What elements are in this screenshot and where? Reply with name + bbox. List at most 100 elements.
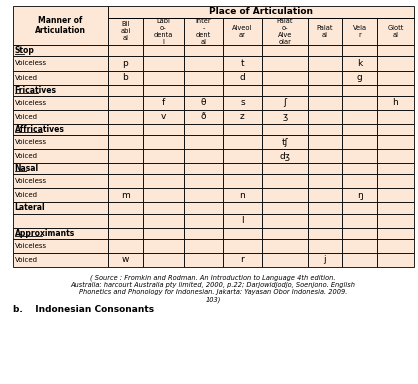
Bar: [184, 71, 223, 84]
Bar: [262, 228, 308, 239]
Bar: [184, 163, 223, 174]
Bar: [342, 239, 377, 253]
Bar: [262, 45, 308, 56]
Bar: [108, 135, 143, 149]
Bar: [262, 96, 308, 110]
Text: Voiced: Voiced: [15, 114, 38, 120]
Bar: [13, 174, 108, 188]
Bar: [143, 188, 184, 202]
Bar: [223, 174, 262, 188]
Text: Voiceless: Voiceless: [15, 178, 47, 184]
Text: Bil
abi
al: Bil abi al: [120, 22, 130, 41]
Bar: [13, 163, 108, 174]
Bar: [262, 239, 308, 253]
Bar: [223, 149, 262, 163]
Bar: [13, 202, 108, 214]
Bar: [108, 18, 143, 45]
Bar: [223, 124, 262, 135]
Text: b.    Indonesian Consonants: b. Indonesian Consonants: [13, 305, 154, 314]
Text: Vela
r: Vela r: [352, 25, 367, 38]
Bar: [223, 84, 262, 96]
Bar: [143, 253, 184, 267]
Bar: [308, 124, 342, 135]
Bar: [262, 174, 308, 188]
Bar: [13, 84, 108, 96]
Bar: [13, 149, 108, 163]
Bar: [143, 202, 184, 214]
Text: Voiceless: Voiceless: [15, 100, 47, 106]
Bar: [223, 96, 262, 110]
Bar: [143, 239, 184, 253]
Bar: [377, 71, 414, 84]
Bar: [223, 45, 262, 56]
Bar: [377, 84, 414, 96]
Text: d: d: [240, 73, 245, 82]
Bar: [377, 96, 414, 110]
Bar: [308, 202, 342, 214]
Bar: [13, 253, 108, 267]
Bar: [342, 228, 377, 239]
Bar: [262, 202, 308, 214]
Bar: [308, 239, 342, 253]
Bar: [262, 149, 308, 163]
Bar: [13, 124, 108, 135]
Bar: [108, 96, 143, 110]
Text: ŋ: ŋ: [357, 191, 362, 200]
Bar: [377, 202, 414, 214]
Bar: [184, 188, 223, 202]
Bar: [342, 163, 377, 174]
Bar: [342, 45, 377, 56]
Bar: [143, 96, 184, 110]
Bar: [13, 110, 108, 124]
Text: Palat
o-
Alve
olar: Palat o- Alve olar: [277, 18, 293, 45]
Bar: [184, 202, 223, 214]
Bar: [262, 188, 308, 202]
Bar: [143, 110, 184, 124]
Text: Stop: Stop: [15, 46, 35, 55]
Bar: [308, 96, 342, 110]
Text: j: j: [324, 255, 326, 264]
Bar: [143, 124, 184, 135]
Bar: [223, 135, 262, 149]
Bar: [223, 228, 262, 239]
Text: z: z: [240, 113, 245, 121]
Bar: [143, 228, 184, 239]
Bar: [13, 228, 108, 239]
Text: Labi
o-
denta
l: Labi o- denta l: [153, 18, 173, 45]
Bar: [377, 45, 414, 56]
Bar: [184, 239, 223, 253]
Bar: [308, 71, 342, 84]
Bar: [342, 214, 377, 228]
Text: r: r: [241, 255, 245, 264]
Text: ð: ð: [201, 113, 206, 121]
Bar: [184, 228, 223, 239]
Bar: [108, 149, 143, 163]
Bar: [184, 214, 223, 228]
Bar: [108, 56, 143, 71]
Bar: [342, 96, 377, 110]
Text: Voiced: Voiced: [15, 153, 38, 159]
Text: Voiceless: Voiceless: [15, 139, 47, 145]
Bar: [342, 202, 377, 214]
Bar: [262, 84, 308, 96]
Bar: [13, 6, 108, 45]
Text: g: g: [357, 73, 362, 82]
Bar: [108, 84, 143, 96]
Bar: [143, 45, 184, 56]
Bar: [342, 18, 377, 45]
Bar: [108, 45, 143, 56]
Bar: [342, 135, 377, 149]
Bar: [184, 96, 223, 110]
Bar: [262, 124, 308, 135]
Bar: [377, 188, 414, 202]
Bar: [308, 56, 342, 71]
Bar: [223, 253, 262, 267]
Bar: [342, 110, 377, 124]
Bar: [308, 188, 342, 202]
Text: Voiceless: Voiceless: [15, 243, 47, 249]
Bar: [108, 163, 143, 174]
Bar: [377, 163, 414, 174]
Bar: [223, 110, 262, 124]
Bar: [262, 163, 308, 174]
Bar: [13, 188, 108, 202]
